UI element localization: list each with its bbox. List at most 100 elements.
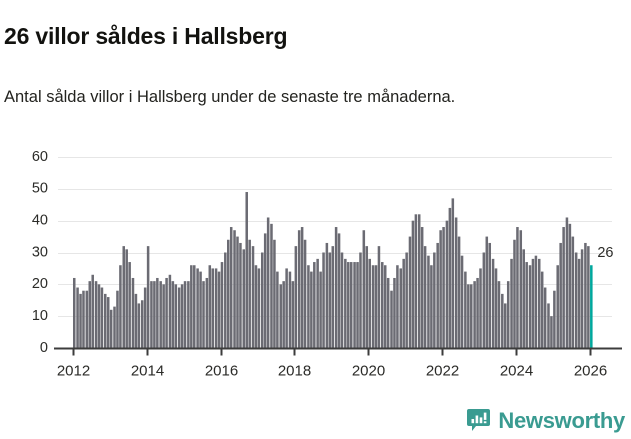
bar[interactable] (506, 281, 510, 348)
bar[interactable] (276, 271, 279, 348)
bar[interactable] (574, 252, 578, 349)
bar[interactable] (122, 246, 125, 348)
bar[interactable] (525, 262, 528, 348)
bar[interactable] (109, 309, 113, 348)
bar[interactable] (202, 281, 205, 348)
bar[interactable] (550, 316, 553, 348)
bar[interactable] (460, 255, 464, 348)
bar[interactable] (420, 227, 424, 348)
bar[interactable] (316, 258, 319, 348)
bar[interactable] (504, 303, 507, 348)
bar[interactable] (199, 271, 202, 348)
bar[interactable] (263, 233, 267, 348)
bar[interactable] (562, 227, 565, 348)
bar[interactable] (310, 271, 313, 348)
bar[interactable] (470, 284, 473, 348)
bar[interactable] (371, 265, 375, 348)
bar[interactable] (156, 277, 159, 348)
bar[interactable] (485, 236, 489, 348)
bar[interactable] (113, 306, 116, 348)
bar[interactable] (165, 277, 168, 348)
bar[interactable] (467, 284, 470, 348)
bar[interactable] (187, 281, 190, 348)
bar[interactable] (543, 287, 547, 348)
bar[interactable] (494, 268, 498, 348)
bar[interactable] (125, 249, 128, 348)
bar[interactable] (128, 262, 131, 348)
bar[interactable] (140, 300, 144, 348)
bar[interactable] (559, 242, 562, 348)
bar[interactable] (451, 198, 455, 348)
bar[interactable] (396, 265, 399, 348)
bar[interactable] (390, 290, 393, 348)
bar[interactable] (279, 284, 282, 348)
bar[interactable] (288, 271, 292, 348)
bar[interactable] (353, 262, 356, 348)
bar[interactable] (211, 268, 215, 348)
bar[interactable] (131, 277, 135, 348)
bar[interactable] (183, 281, 187, 348)
bar[interactable] (436, 242, 439, 348)
bar[interactable] (171, 281, 175, 348)
bar[interactable] (85, 290, 89, 348)
bar[interactable] (270, 223, 273, 348)
bar[interactable] (245, 192, 248, 348)
bar[interactable] (427, 255, 430, 348)
bar[interactable] (374, 265, 378, 348)
bar[interactable] (565, 217, 569, 348)
bar[interactable] (408, 236, 412, 348)
bar[interactable] (282, 281, 285, 348)
bar[interactable] (534, 255, 538, 348)
bar[interactable] (553, 290, 556, 348)
bar[interactable] (248, 239, 251, 348)
bar[interactable] (377, 246, 381, 348)
bar[interactable] (522, 249, 525, 348)
bar[interactable] (257, 268, 261, 348)
bar[interactable] (100, 287, 104, 348)
bar[interactable] (501, 293, 504, 348)
bar[interactable] (386, 277, 390, 348)
bar[interactable] (356, 262, 359, 348)
bar[interactable] (531, 258, 535, 348)
bar[interactable] (153, 281, 156, 348)
bar[interactable] (300, 227, 304, 348)
bar[interactable] (291, 281, 295, 348)
bar[interactable] (242, 249, 246, 348)
bar[interactable] (482, 252, 486, 349)
bar[interactable] (168, 274, 172, 348)
bar[interactable] (328, 252, 332, 349)
bar[interactable] (285, 268, 288, 348)
bar[interactable] (476, 277, 479, 348)
bar[interactable] (491, 258, 495, 348)
bar[interactable] (584, 242, 587, 348)
bar[interactable] (365, 246, 369, 348)
bar[interactable] (260, 252, 264, 349)
bar[interactable] (423, 246, 427, 348)
bar[interactable] (473, 281, 476, 348)
bar[interactable] (119, 265, 122, 348)
bar[interactable] (94, 281, 98, 348)
bar[interactable] (547, 303, 550, 348)
bar[interactable] (556, 265, 559, 348)
bar[interactable] (205, 277, 209, 348)
bar[interactable] (91, 274, 94, 348)
bar[interactable] (104, 293, 107, 348)
bar[interactable] (254, 265, 258, 348)
bar[interactable] (313, 262, 316, 348)
bar[interactable] (217, 271, 221, 348)
bar[interactable] (79, 293, 82, 348)
bar[interactable] (383, 265, 387, 348)
bar[interactable] (411, 220, 415, 348)
bar[interactable] (266, 217, 270, 348)
bar[interactable] (303, 239, 307, 348)
bar[interactable] (162, 284, 165, 348)
bar[interactable] (229, 227, 233, 348)
bar[interactable] (224, 252, 227, 349)
highlighted-bar[interactable] (590, 265, 593, 348)
bar[interactable] (180, 284, 184, 348)
bar[interactable] (239, 242, 242, 348)
bar[interactable] (513, 239, 516, 348)
bar[interactable] (433, 252, 436, 349)
bar[interactable] (497, 281, 501, 348)
bar[interactable] (457, 236, 461, 348)
